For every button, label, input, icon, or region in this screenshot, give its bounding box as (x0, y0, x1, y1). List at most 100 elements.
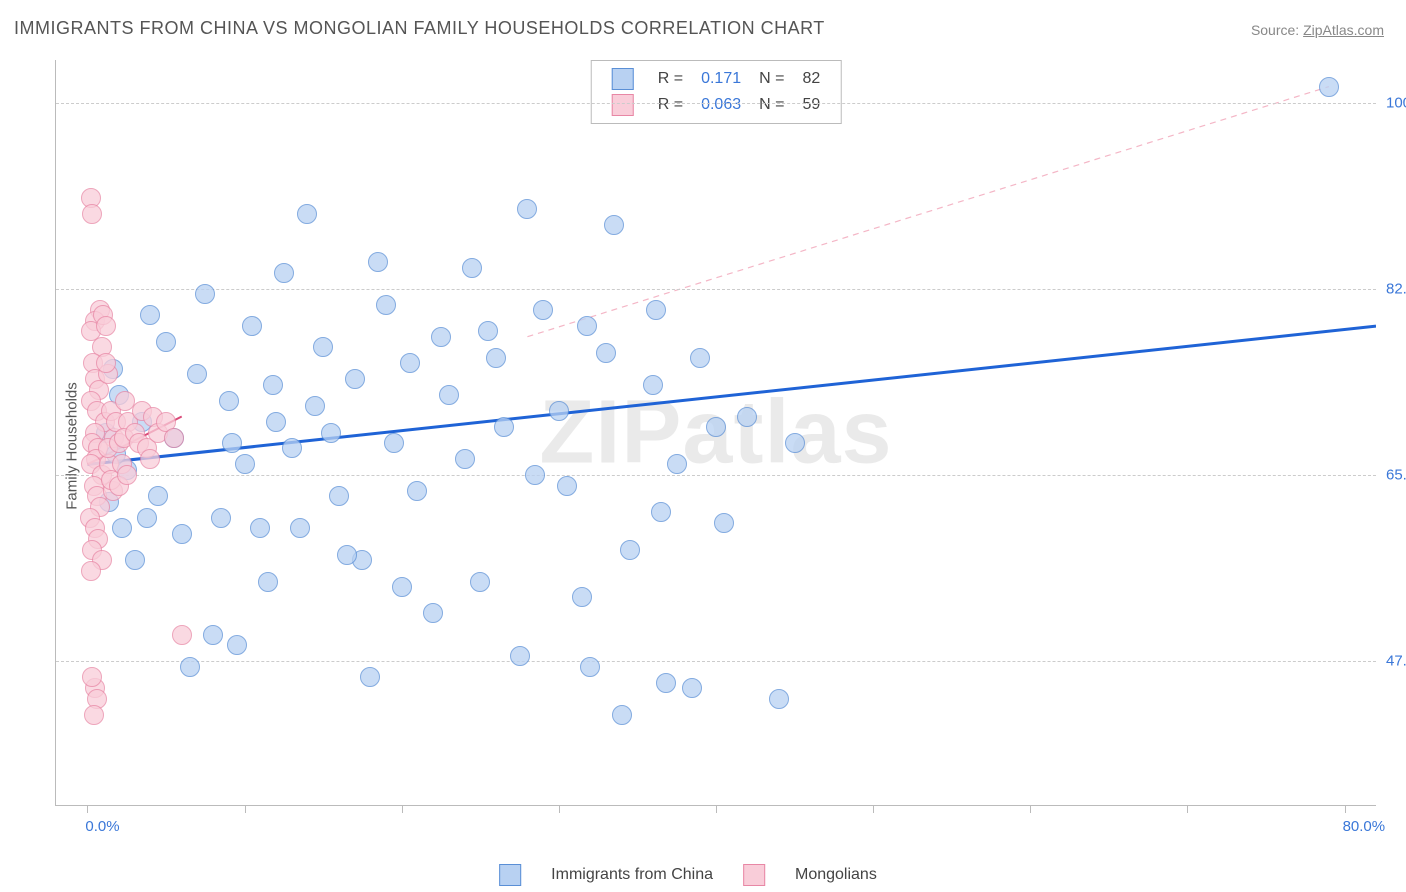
legend-n-label: N = (751, 93, 792, 117)
data-point (195, 284, 215, 304)
data-point (219, 391, 239, 411)
legend-row: R =0.063N =59 (604, 93, 829, 117)
data-point (172, 524, 192, 544)
data-point (376, 295, 396, 315)
data-point (187, 364, 207, 384)
data-point (572, 587, 592, 607)
data-point (345, 369, 365, 389)
data-point (580, 657, 600, 677)
x-tick (559, 805, 560, 813)
series-legend: Immigrants from ChinaMongolians (499, 864, 907, 886)
data-point (96, 316, 116, 336)
legend-n-value: 59 (794, 93, 828, 117)
data-point (82, 204, 102, 224)
data-point (148, 486, 168, 506)
data-point (297, 204, 317, 224)
data-point (510, 646, 530, 666)
x-tick (1345, 805, 1346, 813)
data-point (235, 454, 255, 474)
trend-line (87, 326, 1376, 464)
data-point (643, 375, 663, 395)
data-point (368, 252, 388, 272)
data-point (180, 657, 200, 677)
legend-swatch (499, 864, 521, 886)
source-label: Source: (1251, 22, 1303, 38)
data-point (81, 561, 101, 581)
data-point (211, 508, 231, 528)
data-point (656, 673, 676, 693)
data-point (612, 705, 632, 725)
data-point (258, 572, 278, 592)
data-point (651, 502, 671, 522)
gridline (56, 289, 1376, 290)
data-point (431, 327, 451, 347)
data-point (682, 678, 702, 698)
x-tick (87, 805, 88, 813)
data-point (769, 689, 789, 709)
data-point (690, 348, 710, 368)
data-point (1319, 77, 1339, 97)
data-point (263, 375, 283, 395)
data-point (274, 263, 294, 283)
trend-line (527, 87, 1328, 337)
data-point (706, 417, 726, 437)
data-point (470, 572, 490, 592)
data-point (337, 545, 357, 565)
correlation-legend: R =0.171N =82R =0.063N =59 (591, 60, 842, 124)
data-point (242, 316, 262, 336)
legend-swatch (612, 68, 634, 90)
data-point (533, 300, 553, 320)
data-point (462, 258, 482, 278)
data-point (517, 199, 537, 219)
data-point (82, 667, 102, 687)
data-point (321, 423, 341, 443)
data-point (525, 465, 545, 485)
data-point (222, 433, 242, 453)
data-point (577, 316, 597, 336)
data-point (667, 454, 687, 474)
data-point (140, 305, 160, 325)
data-point (290, 518, 310, 538)
data-point (646, 300, 666, 320)
data-point (112, 518, 132, 538)
data-point (137, 508, 157, 528)
data-point (478, 321, 498, 341)
data-point (140, 449, 160, 469)
x-tick-label: 0.0% (85, 818, 119, 835)
data-point (439, 385, 459, 405)
data-point (125, 550, 145, 570)
legend-r-value: 0.063 (693, 93, 749, 117)
data-point (400, 353, 420, 373)
x-tick (245, 805, 246, 813)
legend-row: R =0.171N =82 (604, 67, 829, 91)
x-tick-label: 80.0% (1343, 818, 1386, 835)
chart-title: IMMIGRANTS FROM CHINA VS MONGOLIAN FAMIL… (14, 18, 825, 39)
legend-swatch (612, 94, 634, 116)
legend-n-label: N = (751, 67, 792, 91)
x-tick (716, 805, 717, 813)
data-point (392, 577, 412, 597)
data-point (203, 625, 223, 645)
data-point (714, 513, 734, 533)
data-point (384, 433, 404, 453)
source-attribution: Source: ZipAtlas.com (1251, 22, 1384, 38)
legend-swatch (743, 864, 765, 886)
source-link[interactable]: ZipAtlas.com (1303, 22, 1384, 38)
x-tick (402, 805, 403, 813)
data-point (455, 449, 475, 469)
data-point (329, 486, 349, 506)
data-point (282, 438, 302, 458)
y-tick-label: 65.0% (1386, 467, 1406, 484)
x-tick (1030, 805, 1031, 813)
data-point (423, 603, 443, 623)
x-tick (1187, 805, 1188, 813)
data-point (407, 481, 427, 501)
data-point (156, 332, 176, 352)
data-point (557, 476, 577, 496)
data-point (737, 407, 757, 427)
data-point (266, 412, 286, 432)
data-point (596, 343, 616, 363)
data-point (172, 625, 192, 645)
legend-r-value: 0.171 (693, 67, 749, 91)
data-point (486, 348, 506, 368)
